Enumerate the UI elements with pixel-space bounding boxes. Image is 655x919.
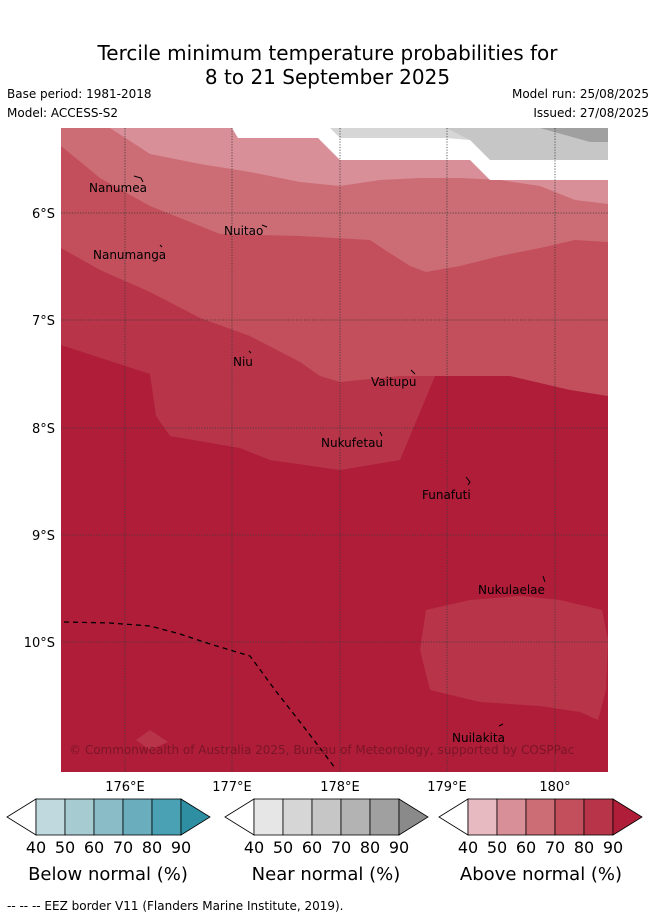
colorbar-tick: 60 <box>516 838 536 857</box>
map-title-line1: Tercile minimum temperature probabilitie… <box>97 41 558 65</box>
island-labels: Nanumea Nuitao Nanumanga Niu Vaitupu Nuk… <box>89 181 545 745</box>
zone-above-80-southeast <box>420 596 608 720</box>
island-label: Nanumanga <box>93 248 166 262</box>
colorbar-extend-high <box>612 798 643 836</box>
island-label: Nukufetau <box>321 436 383 450</box>
colorbar-segment <box>253 798 284 836</box>
colorbar-tick: 80 <box>360 838 380 857</box>
zone-near-60 <box>446 128 608 160</box>
colorbar-segment <box>282 798 313 836</box>
colorbar-tick: 60 <box>302 838 322 857</box>
longitude-ticks: 176°E 177°E 178°E 179°E 180° <box>105 780 570 795</box>
legend-label-near: Near normal (%) <box>252 864 401 885</box>
colorbar-tick: 90 <box>389 838 409 857</box>
colorbar-tick: 70 <box>113 838 133 857</box>
colorbar-tick: 40 <box>26 838 46 857</box>
colorbar-extend-low <box>224 798 255 836</box>
island-marks <box>133 175 546 727</box>
eez-border <box>63 621 336 769</box>
colorbar-tick: 50 <box>487 838 507 857</box>
copyright-notice: © Commonwealth of Australia 2025, Bureau… <box>69 743 574 757</box>
island-label: Nukulaelae <box>478 583 545 597</box>
colorbar-segment <box>525 798 556 836</box>
colorbar-extend-high <box>398 798 429 836</box>
colorbar-tick: 70 <box>331 838 351 857</box>
colorbar-segment <box>554 798 585 836</box>
legend-label-below: Below normal (%) <box>28 864 188 885</box>
colorbar-tick: 90 <box>171 838 191 857</box>
colorbar-segment <box>122 798 153 836</box>
model-name: Model: ACCESS-S2 <box>7 106 119 120</box>
lon-tick: 180° <box>539 780 570 795</box>
colorbar-segment <box>467 798 498 836</box>
base-period: Base period: 1981-2018 <box>7 87 152 101</box>
island-label: Niu <box>233 355 253 369</box>
colorbar-segment <box>583 798 614 836</box>
lon-tick: 178°E <box>320 780 360 795</box>
colorbar-near-normal <box>224 798 429 836</box>
lon-tick: 179°E <box>427 780 467 795</box>
colorbar-segment <box>496 798 527 836</box>
colorbar-tick: 80 <box>574 838 594 857</box>
colorbar-tick: 40 <box>244 838 264 857</box>
graticule <box>61 128 608 772</box>
colorbar-segment <box>311 798 342 836</box>
colorbar-segment <box>369 798 400 836</box>
island-label: Nanumea <box>89 181 147 195</box>
colorbar-ticks-below: 40 50 60 70 80 90 <box>26 838 191 857</box>
colorbar-segment <box>93 798 124 836</box>
latitude-ticks: 6°S 7°S 8°S 9°S 10°S <box>24 207 55 651</box>
colorbar-ticks-above: 40 50 60 70 80 90 <box>458 838 623 857</box>
lat-tick: 8°S <box>32 422 55 437</box>
colorbar-segment <box>151 798 182 836</box>
lat-tick: 6°S <box>32 207 55 222</box>
eez-footnote: -- -- -- EEZ border V11 (Flanders Marine… <box>7 899 344 913</box>
island-label: Nuilakita <box>452 731 505 745</box>
colorbar-segment <box>35 798 66 836</box>
lat-tick: 7°S <box>32 314 55 329</box>
colorbar-above-normal <box>438 798 643 836</box>
lon-tick: 177°E <box>212 780 252 795</box>
zone-above-80-southwest <box>136 730 168 750</box>
issued-date: Issued: 27/08/2025 <box>533 106 649 120</box>
colorbar-tick: 70 <box>545 838 565 857</box>
colorbar-below-normal <box>6 798 211 836</box>
colorbar-ticks-near: 40 50 60 70 80 90 <box>244 838 409 857</box>
colorbar-extend-low <box>438 798 469 836</box>
model-run: Model run: 25/08/2025 <box>511 87 649 101</box>
island-label: Funafuti <box>422 488 471 502</box>
legend-label-above: Above normal (%) <box>460 864 622 885</box>
island-label: Nuitao <box>224 224 263 238</box>
colorbar-titles: Below normal (%) Near normal (%) Above n… <box>28 864 622 885</box>
lat-tick: 10°S <box>24 636 55 651</box>
colorbar-tick: 40 <box>458 838 478 857</box>
colorbar-tick: 80 <box>142 838 162 857</box>
colorbar-tick: 50 <box>273 838 293 857</box>
map-title-line2: 8 to 21 September 2025 <box>204 65 451 89</box>
zone-near-80 <box>540 128 608 142</box>
colorbar-extend-low <box>6 798 37 836</box>
lat-tick: 9°S <box>32 529 55 544</box>
colorbar-tick: 50 <box>55 838 75 857</box>
colorbar-extend-high <box>180 798 211 836</box>
probability-map <box>61 128 608 772</box>
lon-tick: 176°E <box>105 780 145 795</box>
island-label: Vaitupu <box>371 375 417 389</box>
colorbar-tick: 90 <box>603 838 623 857</box>
colorbar-tick: 60 <box>84 838 104 857</box>
colorbar-segment <box>340 798 371 836</box>
colorbar-segment <box>64 798 95 836</box>
